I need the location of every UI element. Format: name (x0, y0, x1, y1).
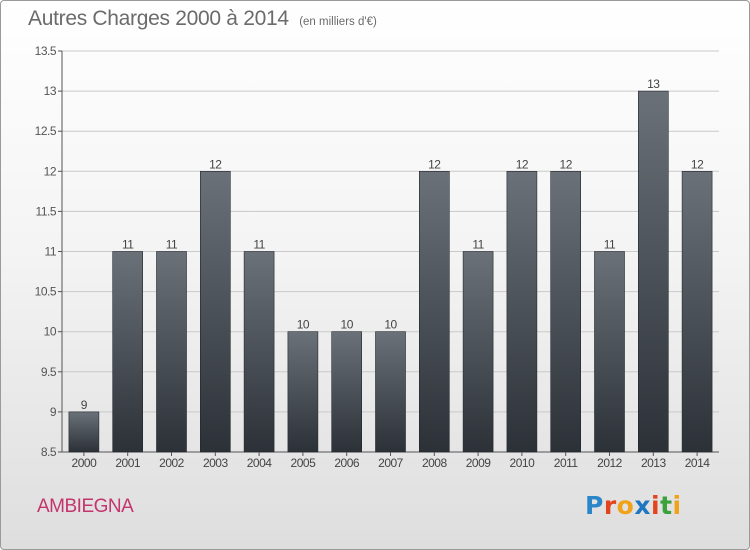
value-label: 10 (341, 318, 354, 332)
y-tick-label: 13.5 (35, 44, 57, 58)
x-tick-label: 2012 (597, 456, 623, 470)
y-tick-label: 11 (45, 245, 57, 259)
bar-2013 (637, 90, 669, 453)
y-tick-label: 13 (44, 84, 57, 98)
x-tick-label: 2010 (510, 456, 536, 470)
bar-2009 (462, 251, 494, 453)
bar-2007 (375, 331, 406, 453)
proxiti-logo: Proxiti (585, 491, 682, 520)
value-label: 12 (516, 157, 529, 171)
value-label: 13 (647, 77, 660, 91)
chart-subtitle: (en milliers d'€) (299, 16, 377, 28)
value-label: 11 (472, 238, 484, 252)
bar-2004 (243, 251, 275, 453)
x-tick-label: 2011 (554, 456, 579, 470)
y-tick-label: 12.5 (35, 124, 57, 138)
y-tick-label: 10.5 (35, 285, 57, 299)
x-tick-label: 2004 (247, 456, 273, 470)
y-tick-label: 9.5 (41, 365, 57, 379)
x-tick-label: 2003 (203, 456, 229, 470)
x-tick-label: 2013 (641, 456, 667, 470)
x-tick-label: 2007 (378, 456, 404, 470)
value-label: 11 (604, 238, 616, 252)
value-label: 10 (297, 318, 310, 332)
x-tick-label: 2005 (291, 456, 317, 470)
value-label: 11 (253, 238, 265, 252)
bar-2002 (156, 251, 187, 453)
value-label: 12 (209, 157, 222, 171)
bar-2014 (681, 171, 713, 453)
y-tick-label: 11.5 (36, 204, 57, 218)
x-tick-label: 2006 (334, 456, 360, 470)
bar-2003 (200, 171, 231, 453)
x-tick-label: 2014 (685, 456, 711, 470)
bar-2000 (68, 411, 100, 453)
bar-2008 (418, 171, 450, 453)
value-label: 11 (122, 238, 134, 252)
bar-2011 (550, 171, 582, 453)
bar-2006 (331, 331, 363, 453)
value-label: 9 (81, 398, 88, 412)
y-tick-label: 9 (50, 405, 57, 419)
bar-2010 (506, 171, 538, 453)
x-tick-label: 2000 (72, 456, 98, 470)
x-tick-label: 2009 (466, 456, 492, 470)
value-label: 10 (384, 318, 397, 332)
value-label: 11 (166, 238, 178, 252)
x-tick-label: 2001 (115, 456, 141, 470)
bar-2001 (112, 251, 143, 453)
y-tick-label: 8.5 (41, 445, 57, 459)
chart-title: Autres Charges 2000 à 2014 (28, 7, 289, 30)
y-tick-label: 10 (44, 325, 57, 339)
commune-name: AMBIEGNA (37, 496, 134, 517)
bar-2005 (287, 331, 319, 453)
x-tick-label: 2008 (422, 456, 448, 470)
x-tick-label: 2002 (159, 456, 185, 470)
y-tick-label: 12 (44, 164, 57, 178)
bar-2012 (594, 251, 625, 453)
chart-title-block: Autres Charges 2000 à 2014 (en milliers … (28, 7, 377, 31)
value-label: 12 (428, 157, 441, 171)
value-label: 12 (691, 157, 704, 171)
value-label: 12 (560, 157, 573, 171)
